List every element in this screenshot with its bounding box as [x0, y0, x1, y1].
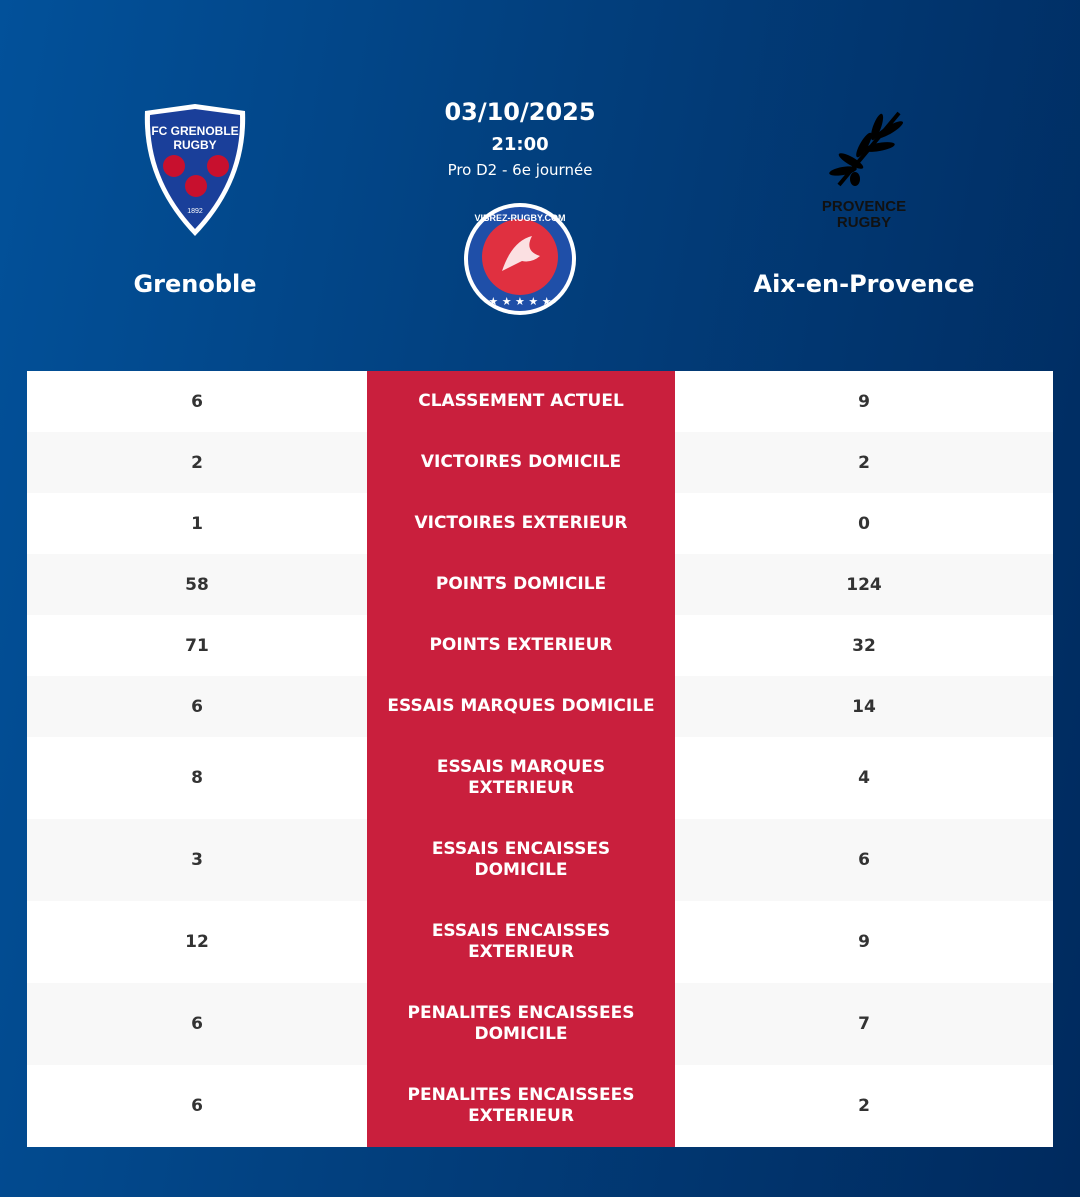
table-row: 71 POINTS EXTERIEUR 32: [27, 615, 1053, 676]
home-value: 8: [191, 768, 203, 788]
home-value: 6: [191, 391, 203, 412]
home-value: 2: [191, 452, 203, 473]
stat-label: ESSAIS ENCAISSES DOMICILE: [367, 819, 675, 901]
grenoble-logo: FC GRENOBLE RUGBY 1892: [45, 100, 345, 240]
away-value: 124: [846, 574, 882, 595]
match-info: 03/10/2025 21:00 Pro D2 - 6e journée VIB…: [370, 98, 670, 317]
away-value: 14: [852, 696, 876, 717]
table-row: 58 POINTS DOMICILE 124: [27, 554, 1053, 615]
provence-logo: PROVENCE RUGBY: [714, 100, 1014, 240]
away-value: 32: [852, 635, 876, 656]
home-team-name: Grenoble: [133, 270, 257, 298]
stats-table: 6 CLASSEMENT ACTUEL 9 2 VICTOIRES DOMICILE 2 1…: [27, 371, 1053, 1147]
vibrez-rugby-logo: VIBREZ-RUGBY.COM ★ ★ ★ ★ ★: [370, 201, 670, 317]
away-value: 2: [858, 1096, 870, 1116]
match-time: 21:00: [491, 134, 549, 155]
away-value: 7: [858, 1014, 870, 1034]
home-value: 71: [185, 635, 209, 656]
stat-label: VICTOIRES EXTERIEUR: [367, 493, 675, 554]
svg-text:1892: 1892: [187, 208, 203, 215]
svg-text:FC GRENOBLE: FC GRENOBLE: [151, 124, 238, 138]
table-row: 6 ESSAIS MARQUES DOMICILE 14: [27, 676, 1053, 737]
svg-text:VIBREZ-RUGBY.COM: VIBREZ-RUGBY.COM: [474, 213, 565, 223]
table-row: 6 PENALITES ENCAISSEES DOMICILE 7: [27, 983, 1053, 1065]
stat-label: ESSAIS MARQUES DOMICILE: [367, 676, 675, 737]
table-row: 2 VICTOIRES DOMICILE 2: [27, 432, 1053, 493]
home-team: FC GRENOBLE RUGBY 1892 Grenoble: [45, 100, 345, 298]
away-value: 9: [858, 391, 870, 412]
table-row: 8 ESSAIS MARQUES EXTERIEUR 4: [27, 737, 1053, 819]
home-value: 12: [185, 932, 209, 952]
stat-label: PENALITES ENCAISSEES EXTERIEUR: [367, 1065, 675, 1147]
svg-text:RUGBY: RUGBY: [837, 214, 891, 231]
away-value: 2: [858, 452, 870, 473]
away-team-name: Aix-en-Provence: [753, 270, 975, 298]
svg-text:RUGBY: RUGBY: [173, 138, 216, 152]
stat-label: CLASSEMENT ACTUEL: [367, 371, 675, 432]
stat-label: POINTS DOMICILE: [367, 554, 675, 615]
home-value: 1: [191, 513, 203, 534]
svg-text:PROVENCE: PROVENCE: [822, 198, 906, 215]
stat-label: ESSAIS MARQUES EXTERIEUR: [367, 737, 675, 819]
away-value: 0: [858, 513, 870, 534]
table-row: 1 VICTOIRES EXTERIEUR 0: [27, 493, 1053, 554]
match-date: 03/10/2025: [444, 98, 596, 126]
away-value: 6: [858, 850, 870, 870]
stat-label: VICTOIRES DOMICILE: [367, 432, 675, 493]
away-value: 9: [858, 932, 870, 952]
home-value: 3: [191, 850, 203, 870]
home-value: 58: [185, 574, 209, 595]
table-row: 6 CLASSEMENT ACTUEL 9: [27, 371, 1053, 432]
home-value: 6: [191, 1014, 203, 1034]
competition: Pro D2 - 6e journée: [447, 161, 593, 179]
home-value: 6: [191, 1096, 203, 1116]
home-value: 6: [191, 696, 203, 717]
table-row: 12 ESSAIS ENCAISSES EXTERIEUR 9: [27, 901, 1053, 983]
away-team: PROVENCE RUGBY Aix-en-Provence: [714, 100, 1014, 298]
table-row: 6 PENALITES ENCAISSEES EXTERIEUR 2: [27, 1065, 1053, 1147]
stat-label: POINTS EXTERIEUR: [367, 615, 675, 676]
stat-label: ESSAIS ENCAISSES EXTERIEUR: [367, 901, 675, 983]
svg-text:★ ★ ★ ★ ★: ★ ★ ★ ★ ★: [488, 295, 551, 308]
table-row: 3 ESSAIS ENCAISSES DOMICILE 6: [27, 819, 1053, 901]
away-value: 4: [858, 768, 870, 788]
stat-label: PENALITES ENCAISSEES DOMICILE: [367, 983, 675, 1065]
